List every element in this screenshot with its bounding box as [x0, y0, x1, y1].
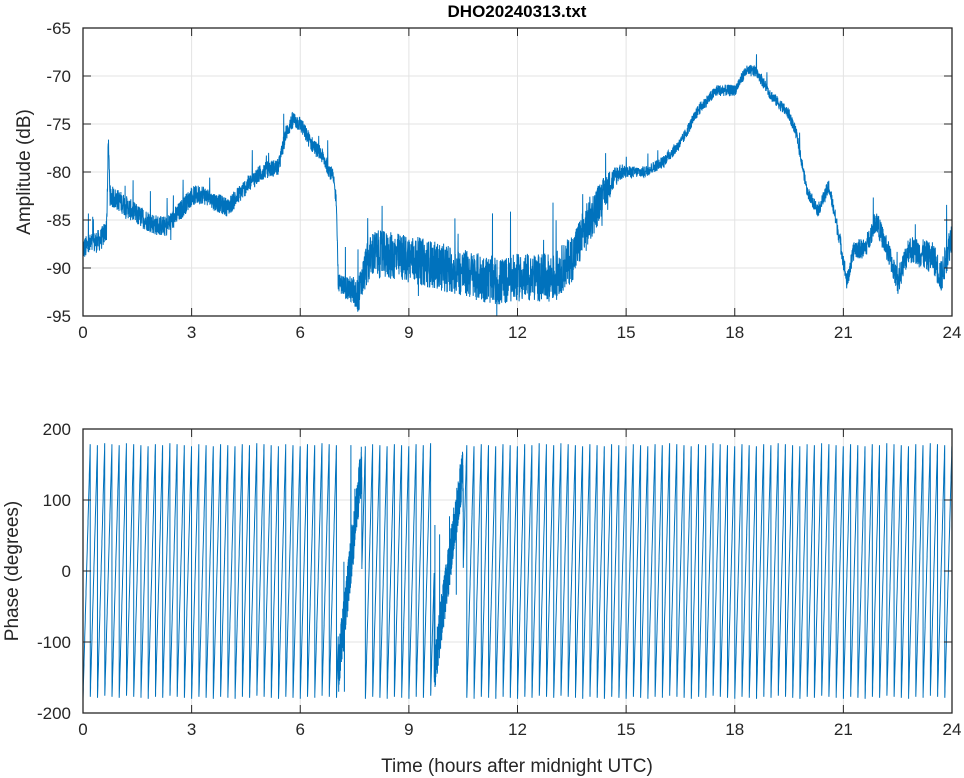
- y-tick-label: 100: [43, 491, 71, 510]
- y-tick-label: 0: [62, 562, 71, 581]
- x-tick-label: 6: [296, 323, 305, 342]
- x-tick-label: 6: [296, 720, 305, 739]
- x-tick-label: 24: [943, 720, 962, 739]
- x-tick-label: 9: [404, 323, 413, 342]
- x-tick-label: 15: [617, 323, 636, 342]
- amplitude-trace: [82, 54, 953, 317]
- x-tick-label: 18: [725, 323, 744, 342]
- y-tick-label: -65: [46, 19, 71, 38]
- x-tick-label: 12: [508, 323, 527, 342]
- x-tick-label: 12: [508, 720, 527, 739]
- x-tick-label: 24: [943, 323, 962, 342]
- y-tick-label: 200: [43, 420, 71, 439]
- x-tick-label: 15: [617, 720, 636, 739]
- y-tick-label: -200: [37, 704, 71, 723]
- x-tick-label: 3: [187, 323, 196, 342]
- x-tick-label: 21: [834, 323, 853, 342]
- y-tick-label: -100: [37, 633, 71, 652]
- y-tick-label: -75: [46, 115, 71, 134]
- amplitude-axes: 0 3 6 9 12 15 18 21 24 -65 -70 -75 -80 -85 -90 -95 Ampl…: [14, 19, 961, 342]
- phase-trace: [82, 443, 953, 699]
- y-tick-label: -90: [46, 259, 71, 278]
- x-tick-label: 3: [187, 720, 196, 739]
- x-tick-label: 0: [78, 323, 87, 342]
- y-tick-label: -95: [46, 307, 71, 326]
- y-tick-label: -70: [46, 67, 71, 86]
- phase-xlabel: Time (hours after midnight UTC): [381, 756, 653, 777]
- phase-ylabel: Phase (degrees): [2, 501, 23, 641]
- y-tick-label: -85: [46, 211, 71, 230]
- chart-title: DHO20240313.txt: [448, 2, 587, 21]
- phase-axes: 0 3 6 9 12 15 18 21 24 200 100 0 -100 -200 Phase (deg…: [2, 420, 961, 777]
- x-tick-label: 0: [78, 720, 87, 739]
- x-tick-label: 9: [404, 720, 413, 739]
- x-tick-label: 18: [725, 720, 744, 739]
- y-tick-label: -80: [46, 163, 71, 182]
- x-tick-label: 21: [834, 720, 853, 739]
- amplitude-ylabel: Amplitude (dB): [14, 109, 35, 235]
